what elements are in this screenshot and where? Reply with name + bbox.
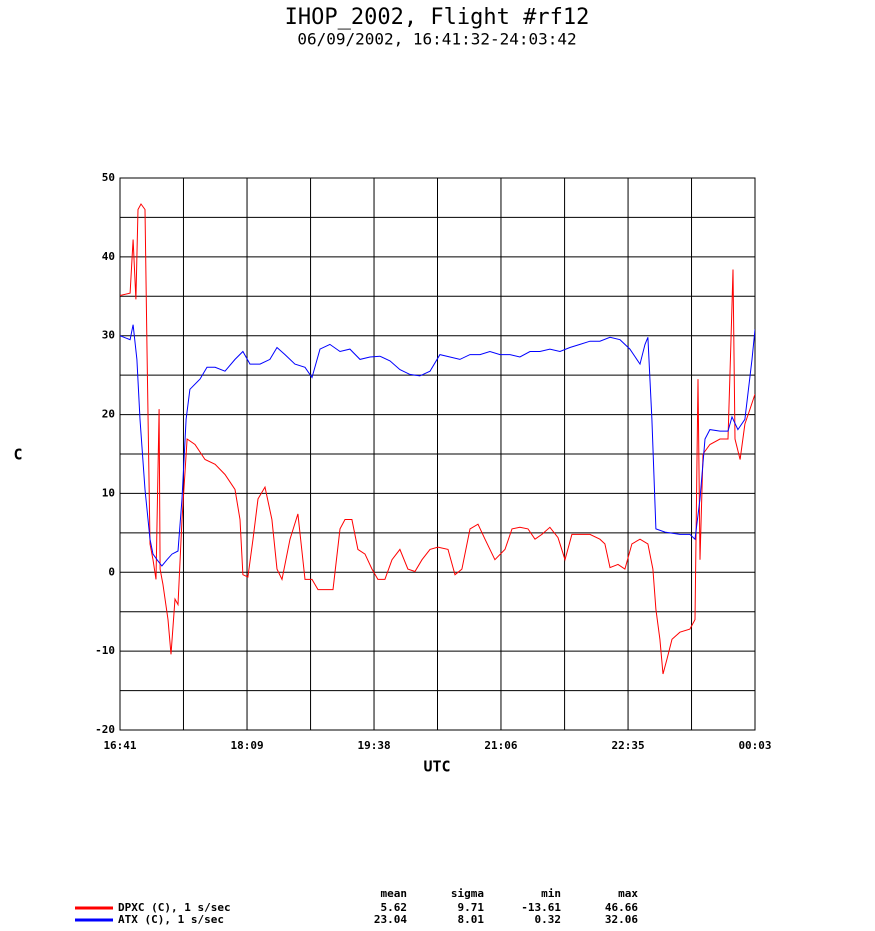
y-tick-label: 40 [102,250,115,263]
data-line [120,324,755,567]
stats-header: sigma [451,887,484,900]
stats-value: 32.06 [605,913,638,926]
y-tick-label: 10 [102,486,115,499]
stats-header: mean [381,887,408,900]
x-tick-label: 18:09 [230,739,263,752]
stats-header: min [541,887,561,900]
legend-label: DPXC (C), 1 s/sec [118,901,231,914]
legend-label: ATX (C), 1 s/sec [118,913,224,926]
y-tick-label: 50 [102,171,115,184]
x-tick-label: 19:38 [357,739,390,752]
x-tick-label: 00:03 [738,739,771,752]
x-tick-label: 22:35 [611,739,644,752]
y-axis-label: C [13,446,22,464]
y-tick-label: 30 [102,329,115,342]
stats-value: 5.62 [381,901,408,914]
stats-value: 46.66 [605,901,638,914]
y-tick-label: 20 [102,408,115,421]
x-tick-label: 21:06 [484,739,517,752]
stats-value: -13.61 [521,901,561,914]
y-tick-label: 0 [108,565,115,578]
stats-header: max [618,887,638,900]
y-tick-label: -10 [95,644,115,657]
x-axis-label: UTC [423,758,450,776]
data-line [120,203,755,675]
stats-value: 0.32 [535,913,562,926]
stats-value: 9.71 [458,901,485,914]
x-tick-label: 16:41 [103,739,136,752]
stats-value: 23.04 [374,913,407,926]
stats-value: 8.01 [458,913,485,926]
chart-subtitle: 06/09/2002, 16:41:32-24:03:42 [297,30,576,49]
y-tick-label: -20 [95,723,115,736]
chart-title: IHOP_2002, Flight #rf12 [285,5,590,30]
plot-frame [119,177,756,731]
